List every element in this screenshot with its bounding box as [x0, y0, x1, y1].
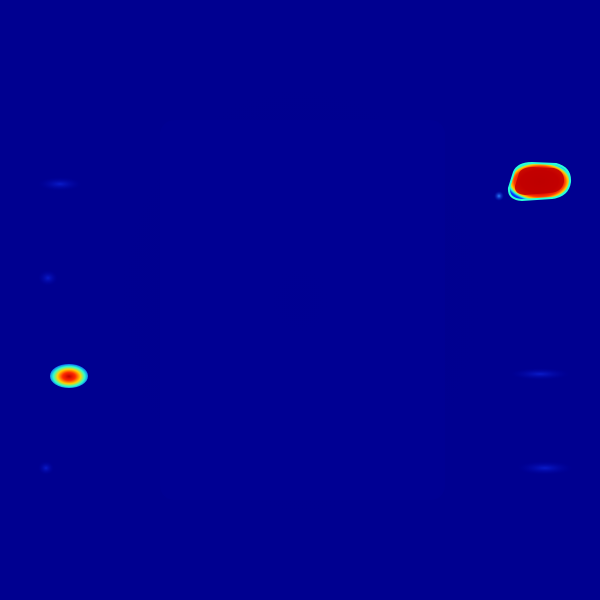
- faint-mark-left-1: [38, 177, 82, 191]
- hotspot-large-core: [514, 167, 565, 195]
- faint-central-region: [160, 120, 445, 500]
- faint-mark-left-2: [38, 270, 58, 286]
- faint-mark-right-2: [517, 461, 573, 475]
- hotspot-small-left: [50, 364, 88, 388]
- faint-mark-right-1: [510, 368, 570, 380]
- faint-mark-left-3: [38, 461, 54, 475]
- hotspot-speck-top-right: [494, 191, 504, 201]
